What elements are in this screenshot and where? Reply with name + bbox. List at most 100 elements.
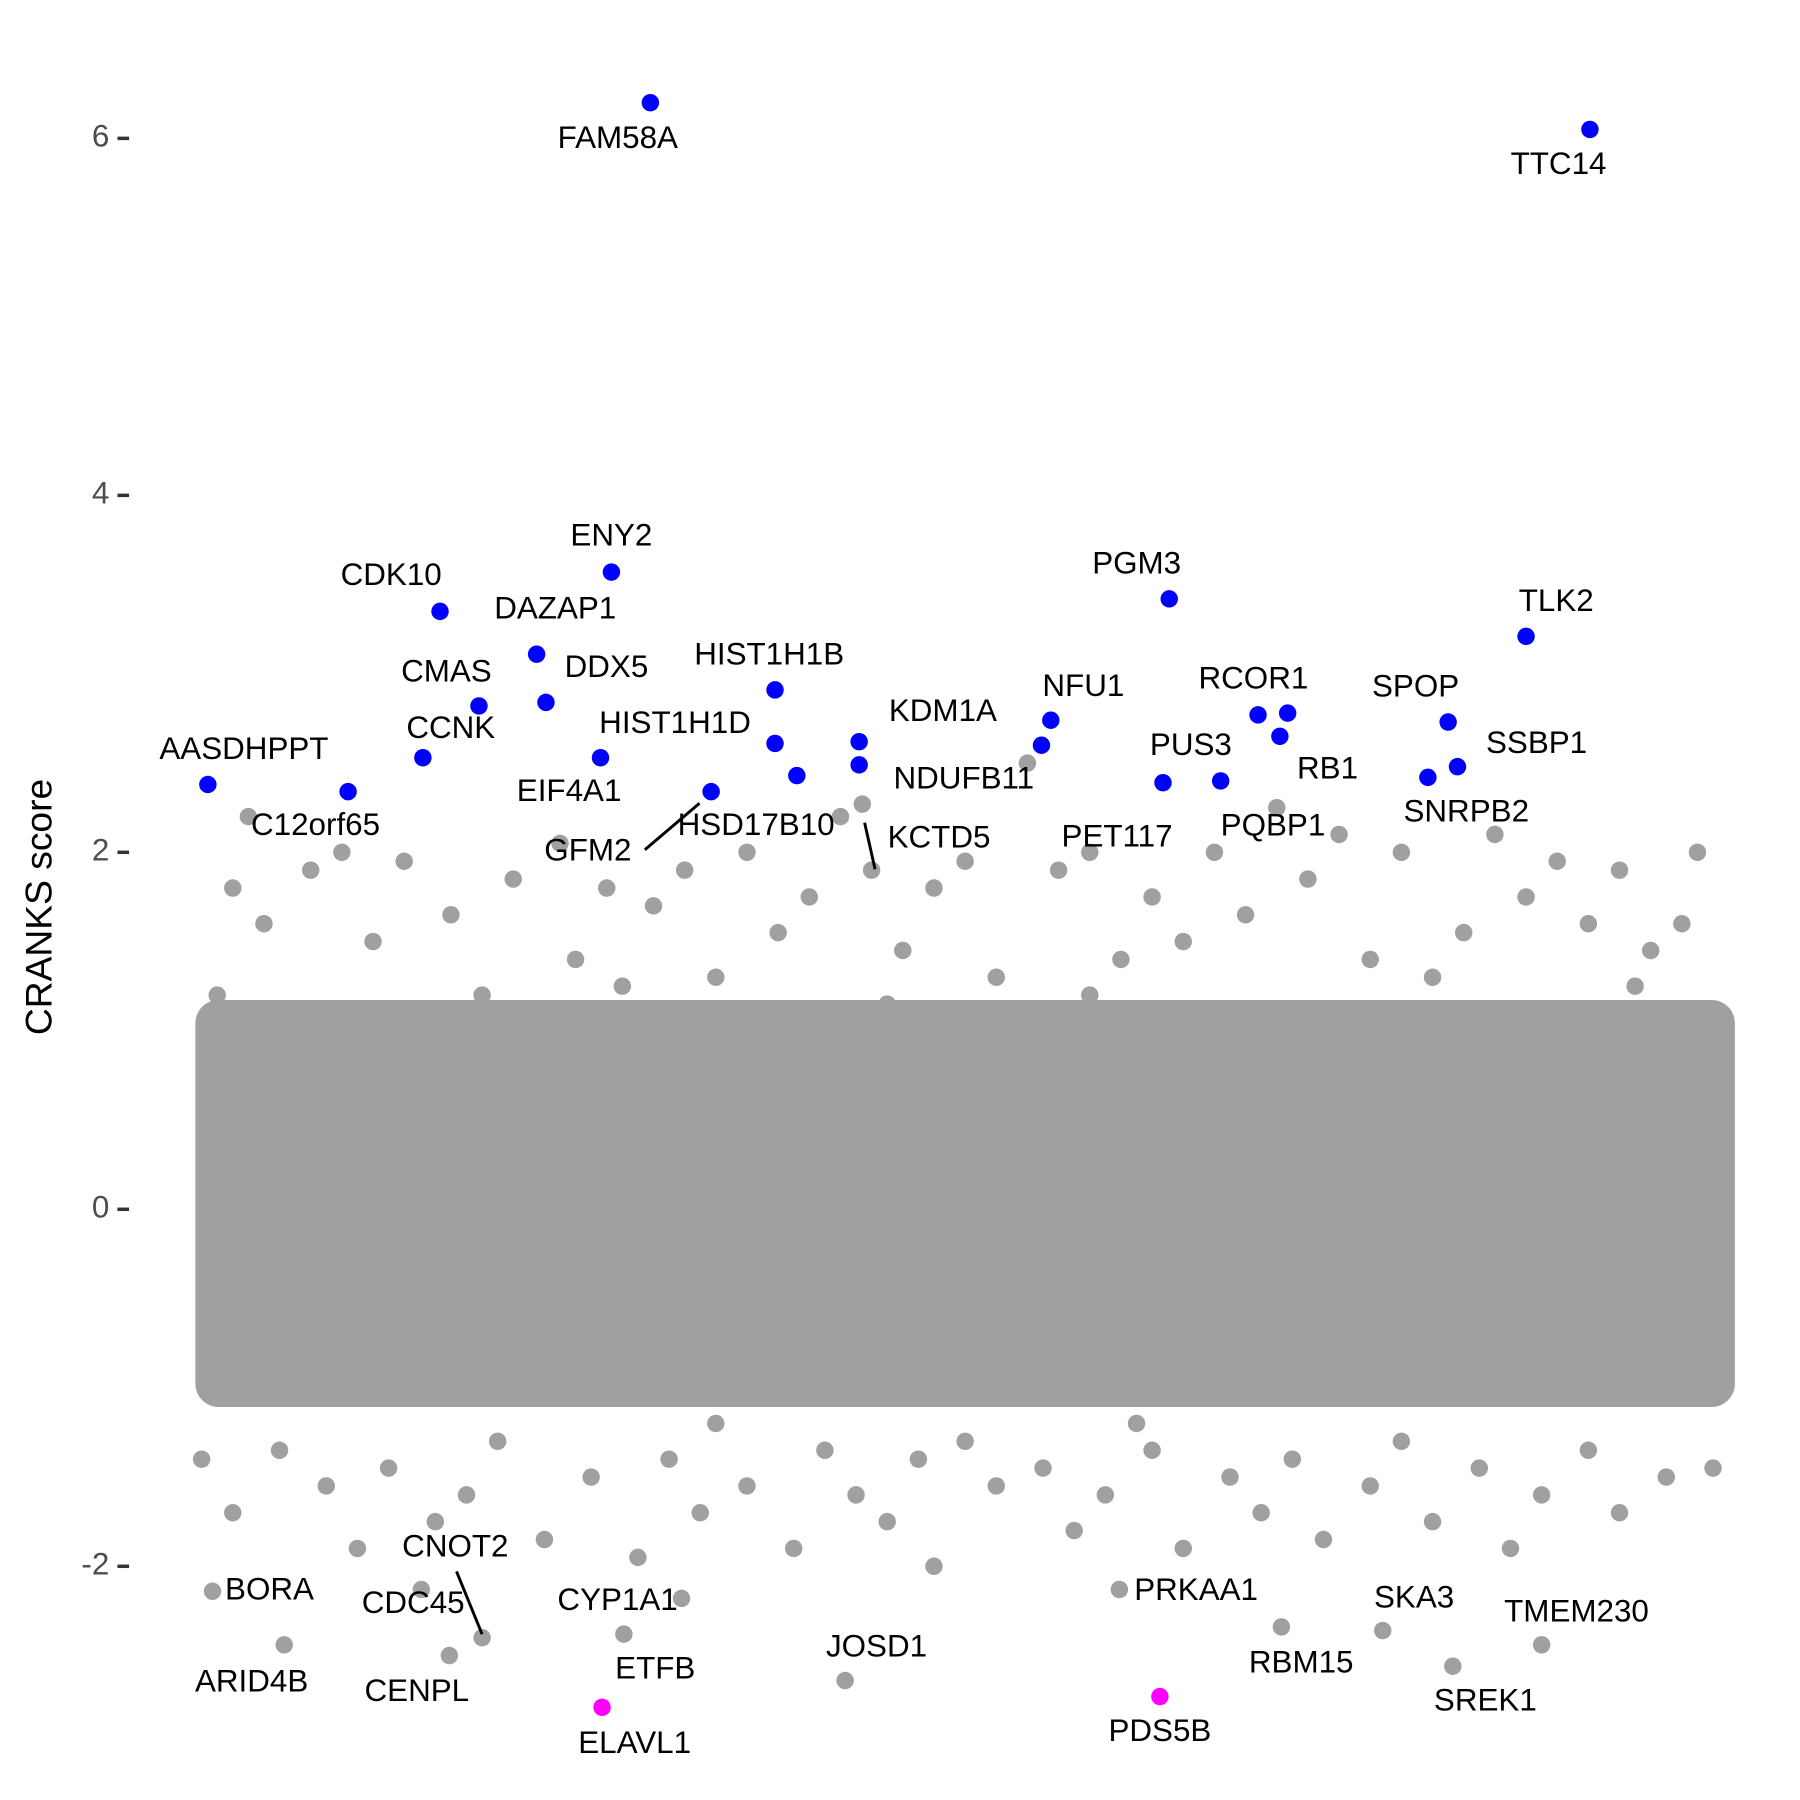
point	[470, 697, 488, 715]
y-tick-label: 4	[92, 476, 109, 511]
point	[1517, 888, 1535, 906]
point	[641, 93, 660, 112]
y-tick-label: -2	[81, 1547, 109, 1582]
point	[1673, 915, 1691, 933]
point	[1392, 1432, 1411, 1451]
point	[1081, 843, 1099, 862]
point	[1641, 941, 1660, 960]
point-label: CDK10	[341, 557, 442, 592]
point	[644, 897, 663, 915]
point	[1532, 1636, 1551, 1654]
point-label: PGM3	[1092, 545, 1181, 580]
point	[987, 968, 1005, 986]
point	[1548, 852, 1566, 870]
point-label: PDS5B	[1108, 1713, 1211, 1748]
point	[1065, 1521, 1083, 1540]
point	[488, 1432, 507, 1451]
point	[339, 782, 357, 801]
point	[629, 1548, 647, 1567]
leader-line	[863, 822, 877, 870]
point	[1470, 1459, 1489, 1477]
point	[199, 775, 217, 794]
point	[1272, 1618, 1291, 1636]
point	[691, 1504, 709, 1522]
point	[348, 1539, 367, 1558]
point	[1283, 1450, 1302, 1468]
point	[909, 1450, 928, 1468]
point	[1278, 704, 1297, 722]
point	[675, 861, 694, 879]
point-label: NDUFB11	[893, 760, 1034, 795]
point-label: TMEM230	[1504, 1594, 1649, 1629]
point	[473, 1628, 491, 1647]
point	[1345, 1004, 1364, 1022]
point	[925, 879, 943, 897]
point-label: HSD17B10	[678, 807, 835, 842]
point-label: PQBP1	[1221, 808, 1326, 843]
point	[769, 923, 787, 942]
point-label: TLK2	[1519, 583, 1594, 618]
point-label: EIF4A1	[517, 773, 622, 808]
point	[1143, 1441, 1161, 1459]
point	[379, 1459, 398, 1477]
point	[878, 995, 896, 1013]
point	[1174, 932, 1192, 951]
point	[1626, 977, 1644, 995]
point	[702, 782, 720, 801]
point	[1151, 1687, 1169, 1706]
point	[1439, 713, 1457, 731]
point	[1419, 768, 1437, 787]
point	[1174, 1539, 1192, 1558]
point	[788, 766, 806, 785]
point	[1236, 906, 1255, 924]
point	[440, 1646, 459, 1665]
point	[1127, 1414, 1146, 1433]
point-label: ENY2	[570, 518, 652, 553]
point	[364, 932, 382, 951]
point	[738, 1477, 756, 1495]
point-label: DAZAP1	[494, 590, 616, 625]
point	[836, 1671, 854, 1690]
point	[1032, 736, 1051, 754]
point	[208, 986, 226, 1004]
point	[412, 1580, 431, 1599]
point	[1299, 870, 1317, 888]
point	[831, 807, 850, 826]
point	[1688, 843, 1707, 862]
point	[1018, 754, 1037, 772]
point-label: HIST1H1B	[694, 636, 844, 671]
point	[270, 1441, 289, 1459]
point-label: RB1	[1297, 750, 1358, 785]
point-label: SNRPB2	[1403, 794, 1529, 829]
point	[457, 1486, 476, 1504]
point-label: CMAS	[401, 654, 492, 689]
point-label: KCTD5	[888, 819, 991, 854]
point	[1373, 1621, 1392, 1640]
y-tick-label: 2	[92, 833, 109, 868]
point	[255, 915, 273, 933]
point-label: PET117	[1062, 819, 1173, 854]
point	[800, 888, 819, 906]
point	[504, 870, 522, 888]
y-axis-title: CRANKS score	[18, 779, 60, 1035]
point	[203, 1582, 222, 1600]
y-tick-label: 0	[92, 1190, 109, 1225]
point	[878, 1512, 896, 1531]
point-label: TTC14	[1511, 146, 1607, 181]
point	[1221, 1468, 1239, 1486]
point	[1448, 757, 1467, 776]
point-label: CENPL	[365, 1673, 470, 1708]
point	[766, 681, 784, 699]
point	[1160, 590, 1178, 608]
point	[224, 1504, 242, 1522]
point	[785, 1539, 803, 1558]
point	[1205, 843, 1224, 862]
point-label: BORA	[225, 1572, 314, 1607]
point-label: ARID4B	[195, 1663, 308, 1698]
point	[598, 879, 616, 897]
point	[672, 1589, 691, 1608]
point	[1501, 1539, 1520, 1558]
point	[862, 861, 881, 879]
point	[1444, 1657, 1462, 1675]
